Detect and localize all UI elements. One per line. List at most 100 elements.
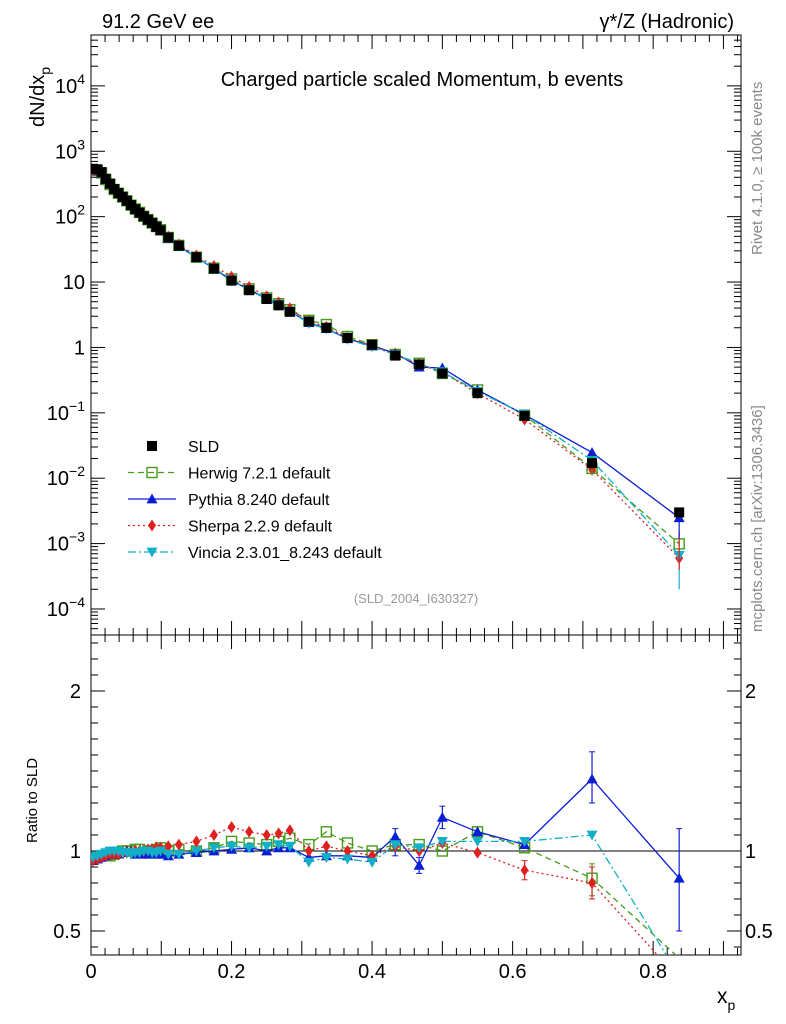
pythia-ratio-point — [471, 826, 483, 837]
process-label: γ*/Z (Hadronic) — [600, 11, 734, 33]
sld-data-point — [587, 458, 598, 469]
vincia-ratio-point — [341, 854, 353, 865]
sherpa-ratio-point — [164, 840, 173, 853]
ratio-tick-label-left: 0.5 — [53, 921, 81, 943]
vincia-ratio-point — [320, 853, 332, 863]
legend-label: Sherpa 2.2.9 default — [188, 519, 333, 536]
ratio-tick-label-right: 2 — [745, 681, 756, 703]
sld-data-point — [437, 368, 448, 379]
vincia-ratio-point — [273, 840, 285, 851]
vincia-ratio-point — [243, 843, 255, 854]
legend-label: Pythia 8.240 default — [188, 492, 330, 509]
pythia-ratio-point — [413, 859, 425, 870]
legend-marker — [146, 493, 158, 504]
sld-data-point — [414, 359, 425, 370]
legend-entry: Herwig 7.2.1 default — [128, 466, 331, 483]
sherpa-ratio-point — [209, 829, 218, 841]
sld-data-point — [321, 322, 332, 333]
legend-label: Herwig 7.2.1 default — [188, 466, 331, 483]
sherpa-ratio-point — [245, 825, 254, 838]
sherpa-main-line — [93, 169, 680, 559]
sld-data-point — [273, 300, 284, 311]
y-tick-label: 10−1 — [47, 398, 85, 425]
sherpa-ratio-point — [174, 838, 183, 851]
sherpa-ratio-point — [343, 845, 352, 857]
y-tick-label: 102 — [55, 202, 85, 229]
ratio-tick-label-right: 0.5 — [745, 921, 773, 943]
vincia-ratio-point — [586, 830, 598, 841]
vincia-ratio-point — [471, 837, 483, 847]
sld-data-point — [261, 294, 272, 305]
vincia-ratio-point — [208, 843, 220, 854]
legend-label: Vincia 2.3.01_8.243 default — [188, 545, 382, 562]
sherpa-ratio-point — [322, 840, 331, 853]
sld-data-point — [226, 275, 237, 286]
y-tick-label: 1 — [74, 337, 85, 359]
mcplots-reference-label: mcplots.cern.ch [arXiv:1306.3436] — [749, 405, 766, 632]
analysis-watermark: (SLD_2004_I630327) — [354, 591, 478, 606]
ratio-tick-label-left: 2 — [70, 681, 81, 703]
sld-data-point — [303, 316, 314, 327]
plot-title: Charged particle scaled Momentum, b even… — [221, 69, 623, 91]
vincia-ratio-point — [261, 841, 273, 852]
sld-data-point — [96, 167, 107, 178]
pythia-ratio-point — [436, 811, 448, 822]
y-tick-label: 10−3 — [47, 529, 85, 556]
sld-data-point — [244, 285, 255, 296]
ratio-tick-label-left: 1 — [70, 841, 81, 863]
x-tick-label: 0.4 — [358, 961, 386, 983]
sld-data-point — [390, 350, 401, 361]
x-tick-label: 0 — [85, 961, 96, 983]
legend-entry: SLD — [147, 439, 219, 456]
vincia-ratio-point — [303, 857, 315, 868]
sld-data-point — [367, 339, 378, 350]
legend: SLD Herwig 7.2.1 default Pythia 8.240 defa… — [128, 439, 382, 562]
legend-marker — [147, 441, 157, 451]
sld-data-point — [191, 252, 202, 263]
legend-marker — [146, 466, 158, 479]
main-plot-series — [91, 163, 685, 590]
vincia-ratio-point — [226, 841, 238, 852]
sherpa-ratio-point — [262, 829, 271, 841]
vincia-ratio-point — [436, 837, 448, 847]
herwig-main-line — [93, 169, 680, 545]
rivet-version-label: Rivet 4.1.0, ≥ 100k events — [749, 82, 766, 255]
sherpa-ratio-point — [227, 821, 236, 833]
legend-marker — [148, 519, 156, 532]
sld-data-point — [155, 225, 166, 236]
sld-data-point — [674, 507, 685, 518]
main-y-axis-ticks: 10−4 10−3 10−2 10−1 1 10 102 103 104 — [47, 34, 741, 636]
pythia-ratio-point — [389, 831, 401, 841]
sherpa-ratio-point — [192, 835, 201, 848]
svg-text:dN/dxp: dN/dxp — [27, 67, 53, 127]
herwig-ratio-point — [320, 826, 333, 838]
legend-entry: Pythia 8.240 default — [128, 492, 330, 509]
sherpa-ratio-point — [274, 827, 283, 840]
pythia-ratio-point — [586, 773, 598, 784]
sherpa-ratio-point — [285, 824, 294, 837]
x-tick-label: 0.2 — [218, 961, 246, 983]
y-tick-label: 104 — [55, 71, 85, 98]
sld-data-point — [163, 232, 174, 243]
pythia-ratio-point — [673, 872, 685, 883]
vincia-ratio-point — [173, 849, 185, 860]
sld-data-point — [342, 332, 353, 343]
y-tick-label: 10 — [63, 272, 85, 294]
sld-data-point — [104, 178, 115, 189]
vincia-ratio-point — [389, 840, 401, 851]
sherpa-ratio-point — [473, 846, 482, 859]
y-axis-label: dN/dxp — [27, 67, 53, 127]
vincia-ratio-point — [519, 837, 531, 847]
legend-entry: Vincia 2.3.01_8.243 default — [128, 545, 382, 562]
sherpa-ratio-point — [520, 864, 529, 877]
sld-data-point — [284, 306, 295, 317]
vincia-ratio-point — [155, 846, 167, 857]
x-tick-label: 0.8 — [639, 961, 667, 983]
legend-entry: Sherpa 2.2.9 default — [128, 519, 333, 536]
ratio-plot-frame — [90, 634, 742, 956]
ratio-y-axis-label: Ratio to SLD — [24, 758, 41, 843]
energy-label: 91.2 GeV ee — [102, 11, 214, 33]
vincia-main-line — [93, 169, 680, 556]
vincia-ratio-point — [162, 849, 174, 860]
